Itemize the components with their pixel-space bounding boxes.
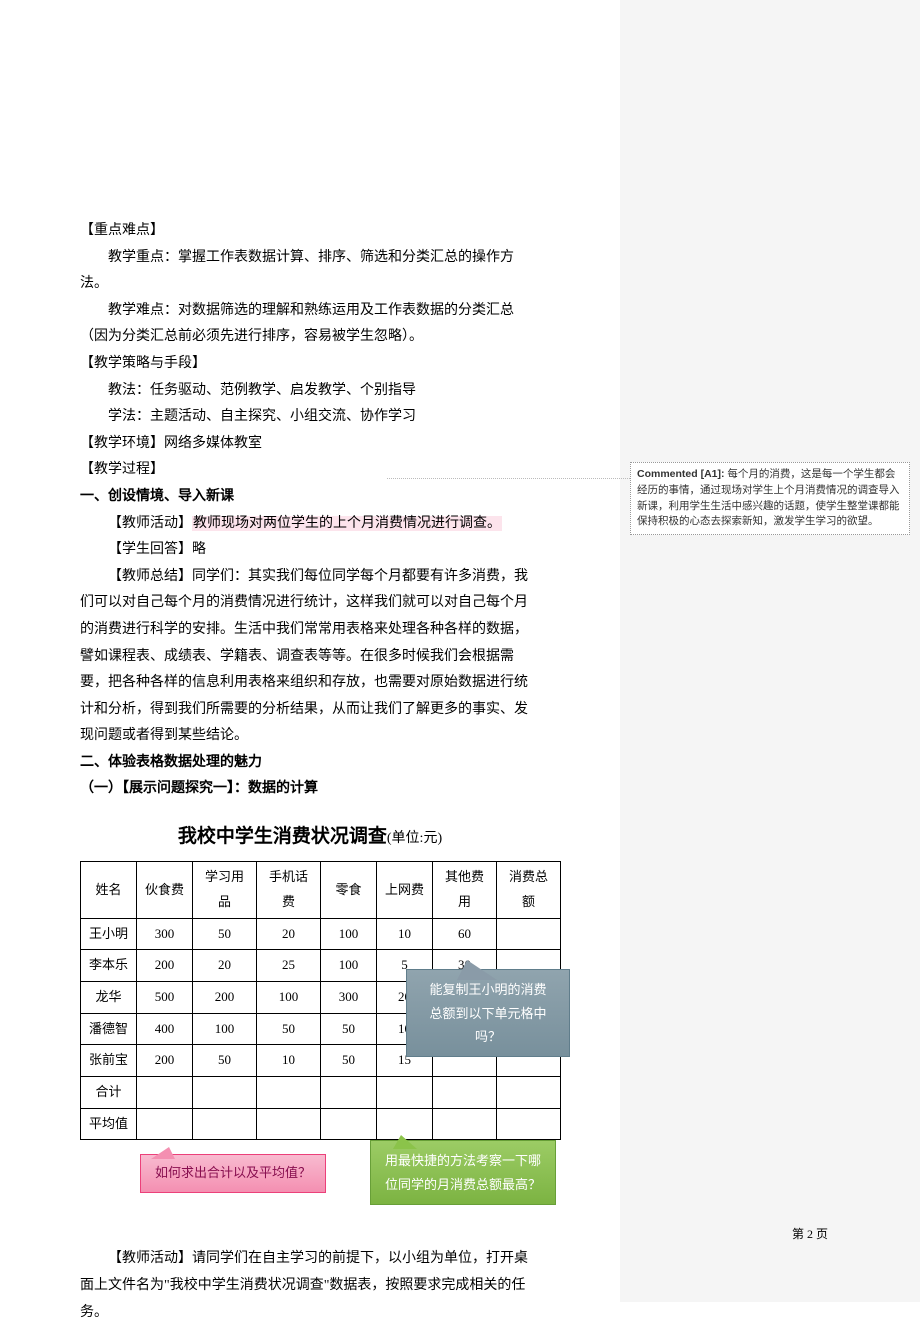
callout-green: 用最快捷的方法考察一下哪 位同学的月消费总额最高？ (370, 1140, 556, 1205)
table-cell: 10 (257, 1045, 321, 1077)
table-cell: 300 (321, 981, 377, 1013)
table-cell: 50 (193, 918, 257, 950)
table-cell (433, 1076, 497, 1108)
env-value: 网络多媒体教室 (164, 436, 262, 451)
table-cell: 50 (321, 1045, 377, 1077)
explore1-heading: （一）【展示问题探究一】：数据的计算 (80, 776, 540, 803)
teacher-sum-label: 【教师总结】 (108, 569, 192, 584)
comment-balloon[interactable]: Commented [A1]: 每个月的消费，这是每一个学生都会经历的事情，通过… (630, 462, 910, 535)
table-cell (321, 1076, 377, 1108)
table-cell: 10 (377, 918, 433, 950)
step1-heading: 一、创设情境、导入新课 (80, 484, 540, 511)
section-heading-process: 【教学过程】 (80, 457, 540, 484)
keypoint-text: 教学重点：掌握工作表数据计算、排序、筛选和分类汇总的操作方法。 (80, 245, 540, 298)
teacher-summary: 【教师总结】同学们：其实我们每位同学每个月都要有许多消费，我们可以对自己每个月的… (80, 564, 540, 750)
teach-method: 教法：任务驱动、范例教学、启发教学、个别指导 (80, 378, 540, 405)
table-header-cell: 零食 (321, 862, 377, 918)
table-header-cell: 手机话费 (257, 862, 321, 918)
teacher-sum-text: 同学们：其实我们每位同学每个月都要有许多消费，我们可以对自己每个月的消费情况进行… (80, 569, 528, 744)
section-heading-strategy: 【教学策略与手段】 (80, 351, 540, 378)
table-cell: 平均值 (81, 1108, 137, 1140)
table-row: 合计 (81, 1076, 561, 1108)
document-page: 【重点难点】 教学重点：掌握工作表数据计算、排序、筛选和分类汇总的操作方法。 教… (0, 0, 620, 1302)
table-cell (193, 1076, 257, 1108)
table-cell: 50 (257, 1013, 321, 1045)
table-cell (433, 1108, 497, 1140)
page-number: 第 2 页 (792, 1225, 828, 1242)
table-cell: 100 (321, 950, 377, 982)
table-cell (377, 1076, 433, 1108)
table-cell: 200 (193, 981, 257, 1013)
callout-pink: 如何求出合计以及平均值？ (140, 1154, 326, 1193)
teacher-activity-1: 【教师活动】教师现场对两位学生的上个月消费情况进行调查。 (80, 511, 540, 538)
table-cell: 20 (193, 950, 257, 982)
callout-blue-line2: 总额到以下单元格中吗？ (419, 1002, 557, 1049)
table-cell (497, 1108, 561, 1140)
table-unit: (单位:元) (387, 831, 442, 846)
table-cell: 100 (193, 1013, 257, 1045)
table-cell (137, 1076, 193, 1108)
student-answer: 【学生回答】略 (80, 537, 540, 564)
table-cell: 李本乐 (81, 950, 137, 982)
callout-blue-line1: 能复制王小明的消费 (419, 978, 557, 1001)
student-ans-label: 【学生回答】 (108, 542, 192, 557)
table-cell (321, 1108, 377, 1140)
callout-area: 如何求出合计以及平均值？ 用最快捷的方法考察一下哪 位同学的月消费总额最高？ (80, 1140, 540, 1230)
table-cell: 龙华 (81, 981, 137, 1013)
comment-connector (387, 478, 630, 479)
table-cell: 20 (257, 918, 321, 950)
table-header-cell: 上网费 (377, 862, 433, 918)
step2-heading: 二、体验表格数据处理的魅力 (80, 750, 540, 777)
table-header-cell: 学习用品 (193, 862, 257, 918)
table-header-cell: 其他费用 (433, 862, 497, 918)
comment-sidebar (620, 0, 920, 1302)
table-cell: 500 (137, 981, 193, 1013)
callout-blue: 能复制王小明的消费 总额到以下单元格中吗？ (406, 969, 570, 1057)
table-cell: 张前宝 (81, 1045, 137, 1077)
table-cell (193, 1108, 257, 1140)
table-cell: 合计 (81, 1076, 137, 1108)
student-ans-value: 略 (192, 542, 206, 557)
callout-green-line1: 用最快捷的方法考察一下哪 (383, 1149, 543, 1172)
teacher-act2-label: 【教师活动】 (108, 1251, 192, 1266)
table-header-cell: 消费总额 (497, 862, 561, 918)
table-title-text: 我校中学生消费状况调查 (178, 826, 387, 847)
section-heading-env: 【教学环境】网络多媒体教室 (80, 431, 540, 458)
table-cell: 25 (257, 950, 321, 982)
teacher-act-label: 【教师活动】 (108, 516, 192, 531)
table-cell: 50 (321, 1013, 377, 1045)
table-cell: 王小明 (81, 918, 137, 950)
learn-method: 学法：主题活动、自主探究、小组交流、协作学习 (80, 404, 540, 431)
env-label: 【教学环境】 (80, 436, 164, 451)
comment-label: Commented [A1]: (637, 468, 725, 480)
table-cell (257, 1076, 321, 1108)
table-title: 我校中学生消费状况调查(单位:元) (80, 819, 540, 855)
callout-pink-text: 如何求出合计以及平均值？ (155, 1165, 311, 1180)
table-cell: 300 (137, 918, 193, 950)
table-header-cell: 姓名 (81, 862, 137, 918)
callout-green-line2: 位同学的月消费总额最高？ (383, 1173, 543, 1196)
table-cell: 潘德智 (81, 1013, 137, 1045)
table-cell (257, 1108, 321, 1140)
teacher-activity-2: 【教师活动】请同学们在自主学习的前提下，以小组为单位，打开桌面上文件名为"我校中… (80, 1246, 540, 1326)
table-header-cell: 伙食费 (137, 862, 193, 918)
table-cell: 100 (257, 981, 321, 1013)
table-cell: 200 (137, 950, 193, 982)
section-heading-keypoints: 【重点难点】 (80, 218, 540, 245)
table-cell (497, 918, 561, 950)
table-cell (497, 1076, 561, 1108)
table-cell: 400 (137, 1013, 193, 1045)
highlighted-text: 教师现场对两位学生的上个月消费情况进行调查。 (192, 516, 502, 531)
table-wrapper: 姓名伙食费学习用品手机话费零食上网费其他费用消费总额 王小明3005020100… (80, 861, 540, 1140)
table-cell: 100 (321, 918, 377, 950)
difficulty-text: 教学难点：对数据筛选的理解和熟练运用及工作表数据的分类汇总（因为分类汇总前必须先… (80, 298, 540, 351)
table-cell: 200 (137, 1045, 193, 1077)
table-cell: 50 (193, 1045, 257, 1077)
